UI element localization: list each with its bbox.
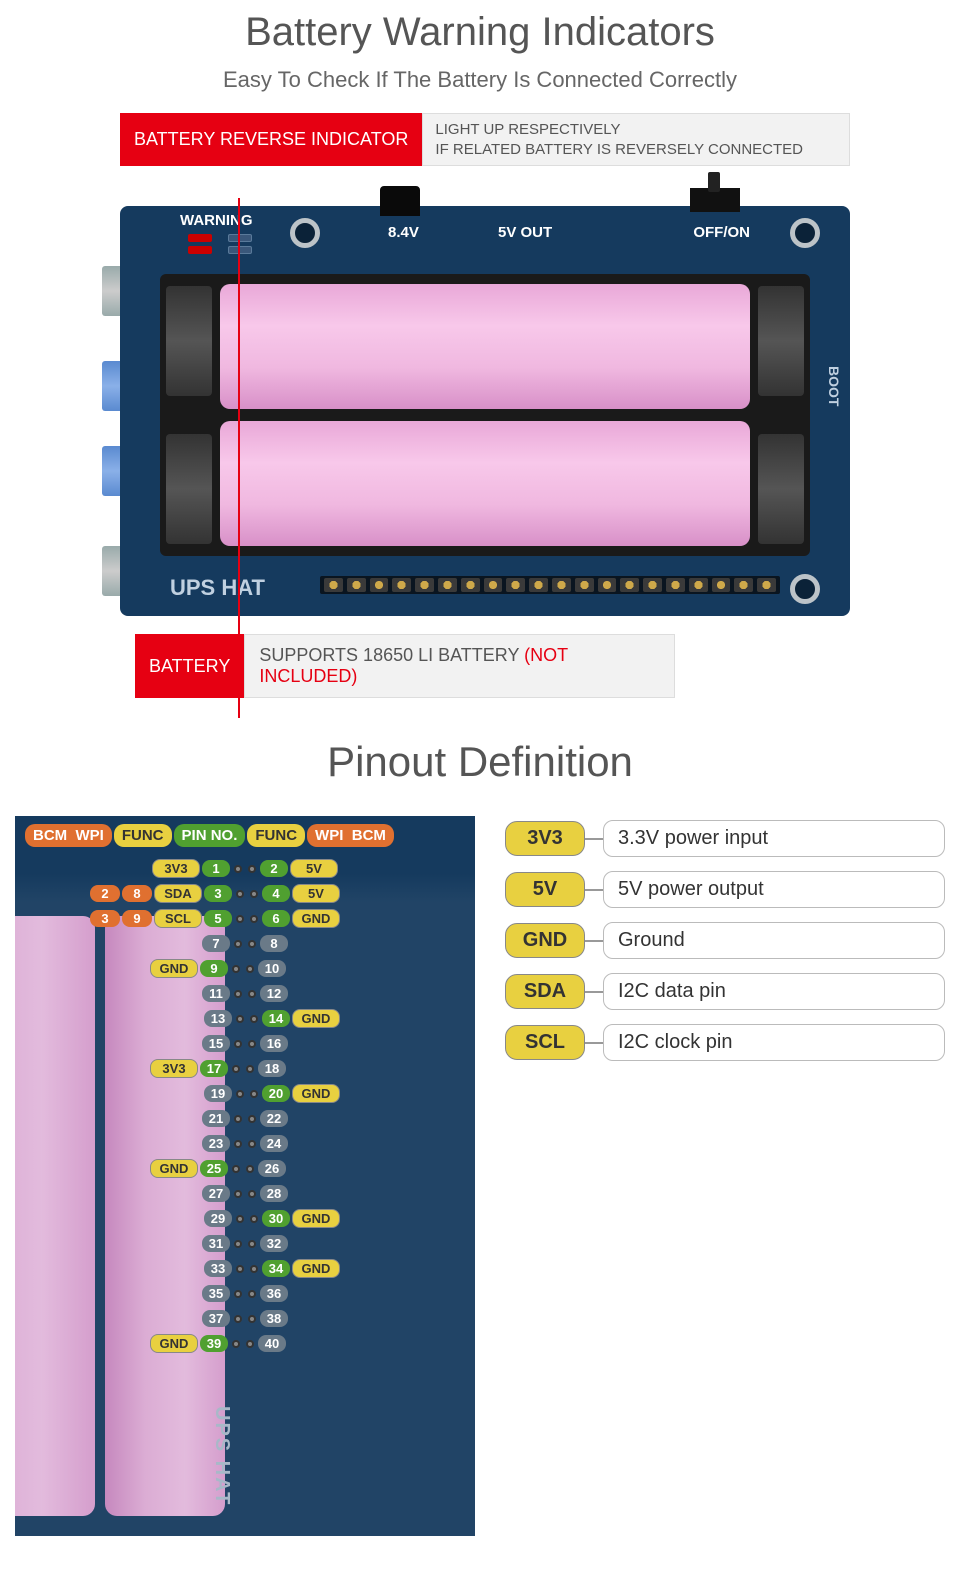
pin-row: 3132	[15, 1231, 475, 1256]
gpio-strip	[320, 576, 780, 594]
legend-row: SDA I2C data pin	[505, 973, 945, 1010]
legend-row: GND Ground	[505, 922, 945, 959]
legend-desc: I2C data pin	[603, 973, 945, 1010]
pinout-diagram: UPS HAT BCM WPI FUNC PIN NO. FUNC WPI BC…	[15, 816, 475, 1536]
section1-header: Battery Warning Indicators Easy To Check…	[0, 0, 960, 113]
pin-row: 3334GND	[15, 1256, 475, 1281]
usb3-port	[102, 446, 120, 496]
pin-row: 3V31718	[15, 1056, 475, 1081]
warning-leds	[188, 234, 212, 254]
leader-line-1	[238, 198, 240, 288]
pin-row: GND2526	[15, 1156, 475, 1181]
pinout-area: UPS HAT BCM WPI FUNC PIN NO. FUNC WPI BC…	[0, 816, 960, 1576]
legend-tag: SDA	[505, 974, 585, 1009]
pin-row: 1314GND	[15, 1006, 475, 1031]
usb3-port	[102, 361, 120, 411]
battery-cell-1	[220, 284, 750, 409]
pin-row: GND3940	[15, 1331, 475, 1356]
legend-tag: 3V3	[505, 821, 585, 856]
mount-hole	[790, 574, 820, 604]
silk-5vout: 5V OUT	[498, 224, 552, 241]
silk-boot: BOOT	[826, 366, 842, 406]
battery-cell-2	[220, 421, 750, 546]
power-switch	[690, 188, 740, 212]
legend-desc: I2C clock pin	[603, 1024, 945, 1061]
leader-line-2	[238, 288, 240, 718]
legend-row: SCL I2C clock pin	[505, 1024, 945, 1061]
silk-8v4: 8.4V	[388, 224, 419, 241]
pin-row: 2728	[15, 1181, 475, 1206]
silk-offon: OFF/ON	[693, 224, 750, 241]
pin-legend: 3V33.3V power input5V5V power outputGNDG…	[505, 816, 945, 1536]
warning-leds-2	[228, 234, 252, 254]
board-top: WARNING 8.4V 5V OUT OFF/ON	[120, 206, 850, 266]
pin-row: 1920GND	[15, 1081, 475, 1106]
dc-jack	[380, 186, 420, 216]
mount-hole	[290, 218, 320, 248]
battery-holder	[160, 274, 810, 556]
title: Battery Warning Indicators	[0, 10, 960, 55]
pin-row: 2324	[15, 1131, 475, 1156]
legend-tag: SCL	[505, 1025, 585, 1060]
callout-battery-text: SUPPORTS 18650 LI BATTERY (NOT INCLUDED)	[244, 634, 675, 698]
legend-desc: Ground	[603, 922, 945, 959]
legend-desc: 5V power output	[603, 871, 945, 908]
side-connector	[102, 546, 120, 596]
subtitle: Easy To Check If The Battery Is Connecte…	[0, 67, 960, 93]
legend-row: 3V3 3.3V power input	[505, 820, 945, 857]
ups-hat-board: WARNING 8.4V 5V OUT OFF/ON	[120, 206, 850, 616]
callout-battery-label: BATTERY	[135, 634, 244, 698]
pin-row: 3738	[15, 1306, 475, 1331]
legend-row: 5V 5V power output	[505, 871, 945, 908]
pin-row: 2122	[15, 1106, 475, 1131]
legend-tag: GND	[505, 923, 585, 958]
pin-rows: 3V3125V28SDA345V39SCL56GND78GND910111213…	[15, 856, 475, 1356]
bg-upshat-label: UPS HAT	[210, 1406, 233, 1506]
legend-tag: 5V	[505, 872, 585, 907]
pin-row: 39SCL56GND	[15, 906, 475, 931]
board-wrap: WARNING 8.4V 5V OUT OFF/ON	[120, 206, 850, 616]
section2-title: Pinout Definition	[0, 738, 960, 786]
silk-upshat: UPS HAT	[170, 575, 265, 601]
silk-warning: WARNING	[180, 212, 253, 229]
pin-row: 1112	[15, 981, 475, 1006]
mount-hole	[790, 218, 820, 248]
pin-row: 3536	[15, 1281, 475, 1306]
pinout-headers: BCM WPI FUNC PIN NO. FUNC WPI BCM	[25, 824, 394, 847]
callout-red-label: BATTERY REVERSE INDICATOR	[120, 113, 422, 166]
pin-row: 2930GND	[15, 1206, 475, 1231]
pin-row: GND910	[15, 956, 475, 981]
pin-row: 3V3125V	[15, 856, 475, 881]
pin-row: 28SDA345V	[15, 881, 475, 906]
usb-port	[102, 266, 120, 316]
callout-battery: BATTERY SUPPORTS 18650 LI BATTERY (NOT I…	[135, 634, 675, 698]
pin-row: 1516	[15, 1031, 475, 1056]
callout-reverse-indicator: BATTERY REVERSE INDICATOR LIGHT UP RESPE…	[120, 113, 850, 166]
legend-desc: 3.3V power input	[603, 820, 945, 857]
callout-gray-text: LIGHT UP RESPECTIVELY IF RELATED BATTERY…	[422, 113, 850, 166]
pin-row: 78	[15, 931, 475, 956]
